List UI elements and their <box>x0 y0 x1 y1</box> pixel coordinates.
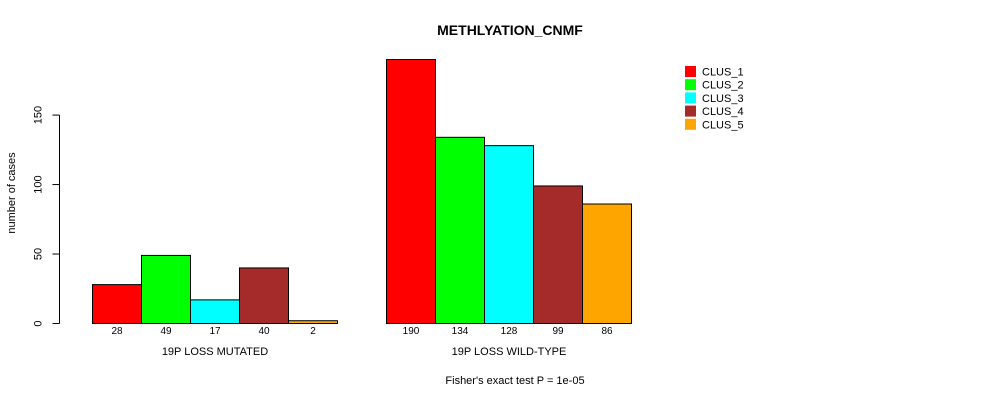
y-tick-label: 0 <box>33 320 45 326</box>
legend-swatch-clus-2 <box>685 79 696 91</box>
y-axis: 0 50 100 150 <box>33 106 60 327</box>
bar-value-label: 86 <box>601 326 613 337</box>
bar-value-label: 128 <box>501 326 518 337</box>
bar-mutated-clus-2 <box>141 254 191 324</box>
bar-wild-type-clus-3 <box>484 145 534 324</box>
y-tick-label: 50 <box>33 248 45 260</box>
legend-label: CLUS_1 <box>702 67 744 79</box>
bar-mutated-clus-4 <box>239 267 289 324</box>
legend-label: CLUS_5 <box>702 119 744 131</box>
legend-swatch-clus-4 <box>685 105 696 117</box>
bar-wild-type-clus-4 <box>533 185 583 324</box>
legend-swatch-clus-3 <box>685 92 696 104</box>
bar-wild-type-clus-1 <box>386 59 436 324</box>
bar-value-label: 17 <box>209 326 221 337</box>
bar-mutated-clus-5 <box>288 320 338 324</box>
legend-label: CLUS_3 <box>702 93 744 105</box>
y-tick-label: 150 <box>33 106 45 124</box>
group-label: 19P LOSS MUTATED <box>162 346 268 358</box>
fisher-test-footer: Fisher's exact test P = 1e-05 <box>445 375 584 387</box>
bar-value-label: 134 <box>452 326 469 337</box>
bars-layer <box>92 59 632 324</box>
group-label: 19P LOSS WILD-TYPE <box>452 346 567 358</box>
bar-value-label: 49 <box>160 326 172 337</box>
bar-wild-type-clus-5 <box>582 203 632 324</box>
bar-value-label: 2 <box>310 326 316 337</box>
bar-mutated-clus-3 <box>190 299 240 324</box>
value-labels-layer: 28 49 17 40 2 190 134 128 99 86 <box>111 326 613 337</box>
chart-title: METHLYATION_CNMF <box>437 22 583 38</box>
legend-label: CLUS_2 <box>702 80 744 92</box>
group-labels-layer: 19P LOSS MUTATED 19P LOSS WILD-TYPE <box>162 346 567 358</box>
y-axis-label: number of cases <box>6 152 18 234</box>
legend-label: CLUS_4 <box>702 106 744 118</box>
bar-value-label: 99 <box>552 326 564 337</box>
bar-mutated-clus-1 <box>92 284 142 324</box>
bar-value-label: 28 <box>111 326 123 337</box>
legend-swatch-clus-1 <box>685 66 696 77</box>
legend-swatch-clus-5 <box>685 118 696 130</box>
bar-wild-type-clus-2 <box>435 136 485 324</box>
bar-value-label: 40 <box>258 326 270 337</box>
bar-value-label: 190 <box>403 326 420 337</box>
y-tick-label: 100 <box>33 175 45 193</box>
